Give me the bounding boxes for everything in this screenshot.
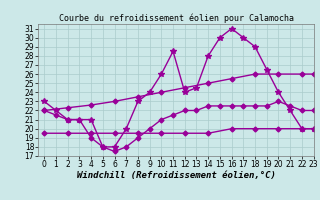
Title: Courbe du refroidissement éolien pour Calamocha: Courbe du refroidissement éolien pour Ca…: [59, 14, 293, 23]
X-axis label: Windchill (Refroidissement éolien,°C): Windchill (Refroidissement éolien,°C): [76, 171, 276, 180]
